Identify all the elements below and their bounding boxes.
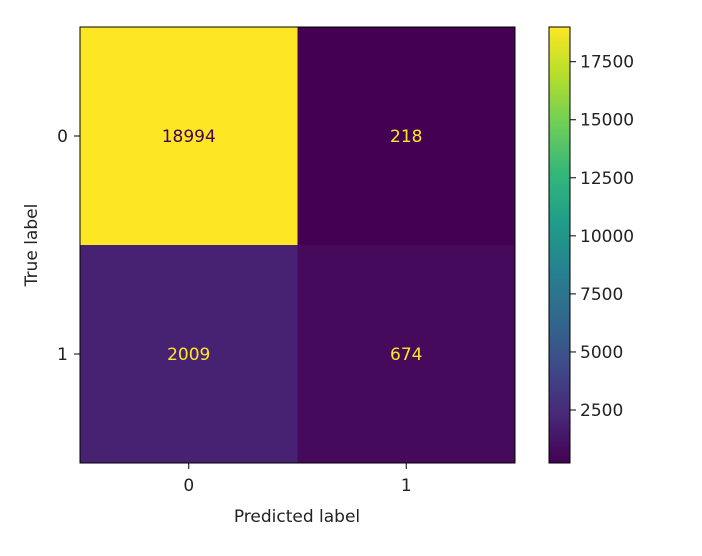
heatmap-cell-0-0 — [80, 27, 298, 245]
y-axis-label: True label — [22, 204, 42, 288]
heatmap-cell-1-1 — [297, 245, 515, 463]
heatmap-cells: 18994 218 2009 674 — [80, 27, 515, 463]
colorbar-frame — [548, 26, 571, 464]
heatmap-cell-0-1 — [297, 27, 515, 245]
y-tick-label-1: 1 — [57, 345, 68, 365]
plot-frame — [79, 26, 516, 464]
heatmap-cell-1-0 — [80, 245, 298, 463]
x-axis-label: Predicted label — [234, 507, 360, 527]
colorbar-gradient — [549, 27, 570, 463]
x-tick-label-1: 1 — [401, 476, 412, 496]
cell-value-label-0-1: 218 — [390, 127, 422, 147]
cell-value-label-0-0: 18994 — [162, 127, 216, 147]
colorbar-tick-label-2: 7500 — [580, 285, 623, 305]
y-tick-label-0: 0 — [57, 127, 68, 147]
cell-value-label-1-0: 2009 — [167, 345, 210, 365]
x-tick-label-0: 0 — [183, 476, 194, 496]
colorbar: 2500 5000 7500 10000 12500 15000 17500 — [548, 26, 634, 464]
cell-value-label-1-1: 674 — [390, 345, 422, 365]
y-axis-ticks: 01 — [57, 127, 80, 365]
colorbar-tick-label-5: 15000 — [580, 111, 634, 131]
colorbar-tick-label-3: 10000 — [580, 227, 634, 247]
colorbar-tick-label-6: 17500 — [580, 53, 634, 73]
colorbar-tick-label-4: 12500 — [580, 169, 634, 189]
colorbar-ticks: 2500 5000 7500 10000 12500 15000 17500 — [570, 53, 634, 421]
colorbar-tick-label-1: 5000 — [580, 343, 623, 363]
colorbar-tick-label-0: 2500 — [580, 401, 623, 421]
